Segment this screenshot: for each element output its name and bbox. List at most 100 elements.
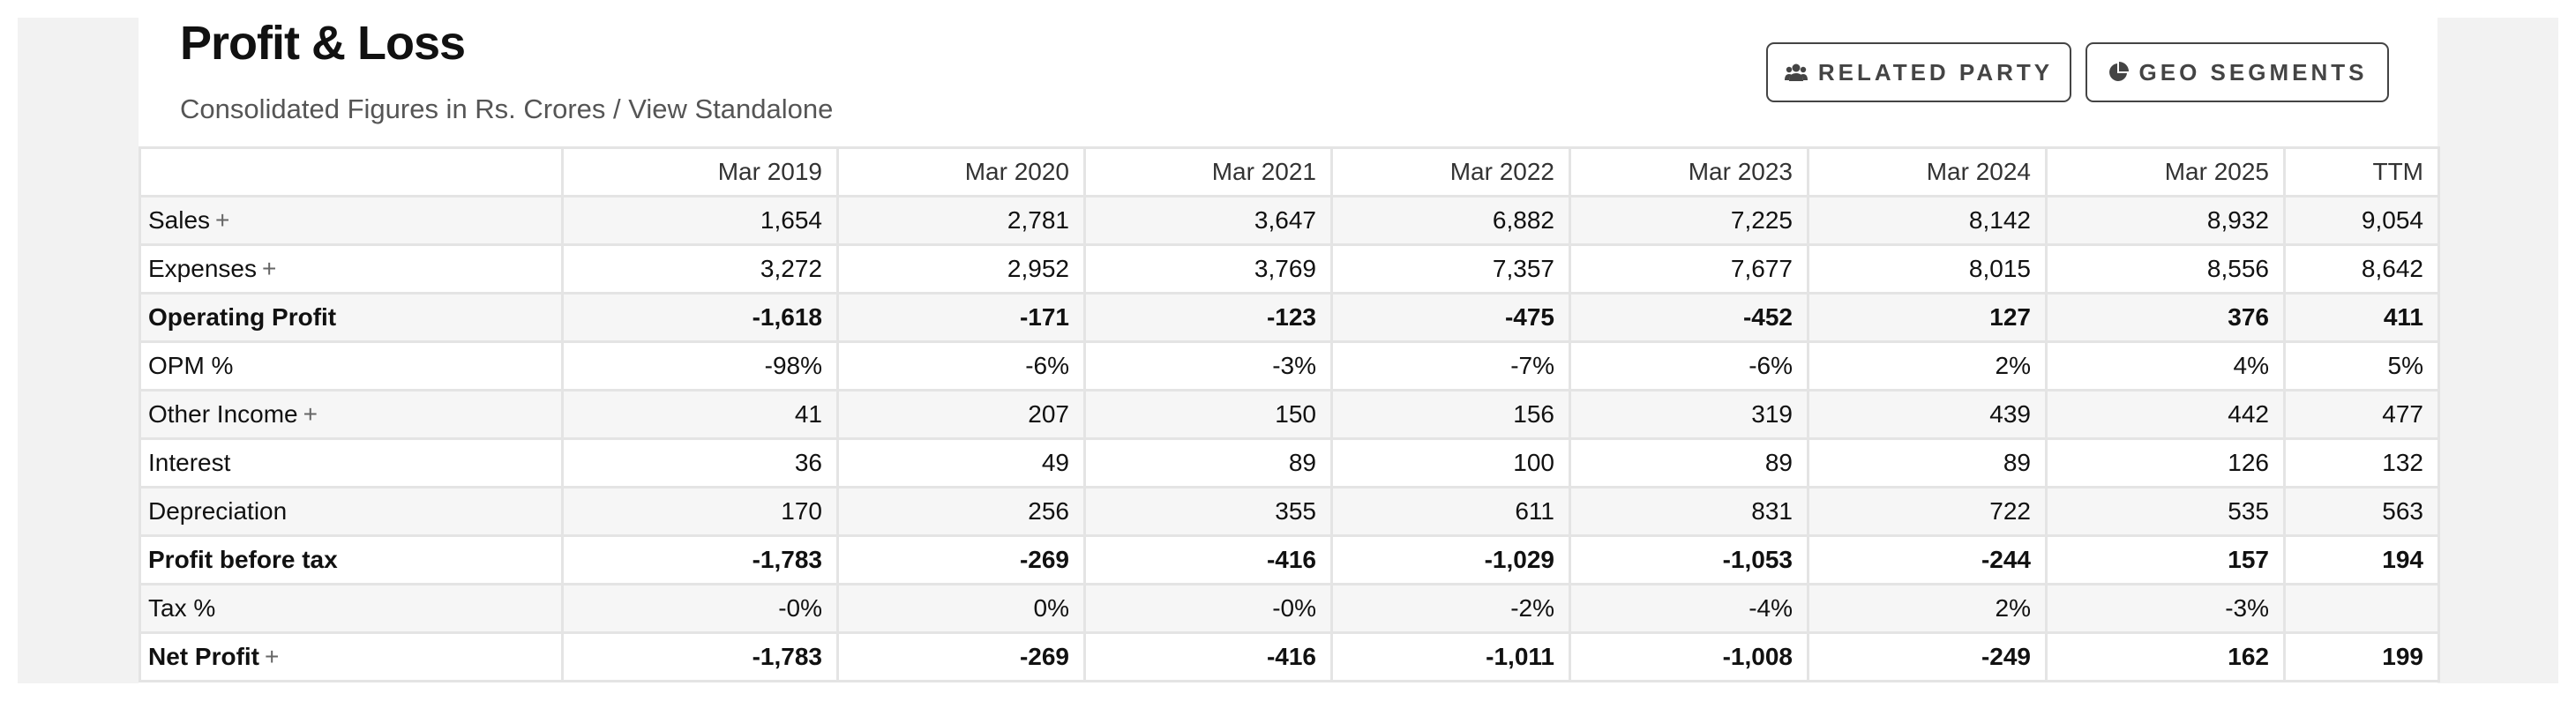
table-row: Tax % -0% 0% -0% -2% -4% 2% -3% [139,583,2440,634]
value-cell: -1,783 [561,534,839,585]
value-cell: 6,882 [1330,195,1571,246]
table-header-row: Mar 2019 Mar 2020 Mar 2021 Mar 2022 Mar … [139,146,2440,198]
value-cell: 611 [1330,486,1571,537]
value-cell: -6% [836,340,1086,392]
value-cell: 127 [1807,292,2048,343]
expand-plus-icon[interactable]: + [303,400,318,428]
value-cell: 2,952 [836,243,1086,295]
pie-chart-icon [2108,62,2129,83]
expand-plus-icon[interactable]: + [261,255,277,282]
value-cell: 7,677 [1569,243,1809,295]
value-cell: 355 [1083,486,1333,537]
value-cell: -452 [1569,292,1809,343]
value-cell: -98% [561,340,839,392]
value-cell: 157 [2045,534,2286,585]
expand-plus-icon[interactable]: + [215,206,230,234]
table-row: OPM % -98% -6% -3% -7% -6% 2% 4% 5% [139,340,2440,392]
value-cell: -416 [1083,534,1333,585]
row-label: Operating Profit [148,303,337,331]
value-cell: -2% [1330,583,1571,634]
related-party-label: RELATED PARTY [1817,58,2054,86]
value-cell: -0% [561,583,839,634]
value-cell: -1,783 [561,631,839,682]
column-header: Mar 2023 [1569,146,1809,198]
row-label: Interest [148,449,231,476]
table-row: Depreciation 170 256 355 611 831 722 535 563 [139,486,2440,537]
value-cell: 89 [1807,437,2048,488]
value-cell: 831 [1569,486,1809,537]
column-header: TTM [2283,146,2440,198]
value-cell: 89 [1569,437,1809,488]
column-header: Mar 2025 [2045,146,2286,198]
value-cell: 2% [1807,583,2048,634]
row-label-cell[interactable]: Net Profit + [139,631,564,682]
subtitle-text: Consolidated Figures in Rs. Crores / [180,93,629,124]
table-row: Interest 36 49 89 100 89 89 126 132 [139,437,2440,488]
row-label-cell: Operating Profit [139,292,564,343]
value-cell: -1,029 [1330,534,1571,585]
value-cell: -244 [1807,534,2048,585]
row-label-cell: Depreciation [139,486,564,537]
row-label: Depreciation [148,497,288,525]
value-cell: -171 [836,292,1086,343]
value-cell: 150 [1083,389,1333,440]
row-label-cell[interactable]: Expenses + [139,243,564,295]
value-cell: -1,008 [1569,631,1809,682]
related-party-button[interactable]: RELATED PARTY [1766,42,2071,102]
value-cell: 442 [2045,389,2286,440]
users-icon [1784,63,1808,81]
geo-segments-button[interactable]: GEO SEGMENTS [2086,42,2389,102]
row-label: OPM % [148,352,234,379]
value-cell: 162 [2045,631,2286,682]
value-cell: 199 [2283,631,2440,682]
value-cell: 376 [2045,292,2286,343]
value-cell: -269 [836,534,1086,585]
profit-loss-table: Mar 2019 Mar 2020 Mar 2021 Mar 2022 Mar … [139,146,2440,682]
row-label: Sales [148,206,211,234]
value-cell: -0% [1083,583,1333,634]
value-cell: 8,142 [1807,195,2048,246]
value-cell: 7,225 [1569,195,1809,246]
value-cell: -1,053 [1569,534,1809,585]
table-row: Expenses +3,272 2,952 3,769 7,357 7,677 8,015 8… [139,243,2440,295]
row-label-cell[interactable]: Sales + [139,195,564,246]
value-cell: 132 [2283,437,2440,488]
value-cell: -475 [1330,292,1571,343]
value-cell: 8,556 [2045,243,2286,295]
value-cell: 3,647 [1083,195,1333,246]
value-cell: 411 [2283,292,2440,343]
value-cell: 3,769 [1083,243,1333,295]
expand-plus-icon[interactable]: + [265,643,280,670]
value-cell: -269 [836,631,1086,682]
table-row: Profit before tax -1,783 -269 -416 -1,029 -1,… [139,534,2440,585]
geo-segments-label: GEO SEGMENTS [2138,58,2368,86]
value-cell: 563 [2283,486,2440,537]
value-cell: 9,054 [2283,195,2440,246]
value-cell: 1,654 [561,195,839,246]
row-label: Expenses [148,255,257,282]
value-cell: 477 [2283,389,2440,440]
column-header: Mar 2021 [1083,146,1333,198]
value-cell: 49 [836,437,1086,488]
table-row: Net Profit + -1,783 -269 -416 -1,011 -1,008 -24… [139,631,2440,682]
row-label: Other Income [148,400,298,428]
value-cell: 41 [561,389,839,440]
view-standalone-link[interactable]: View Standalone [628,93,834,124]
value-cell: -123 [1083,292,1333,343]
value-cell: 156 [1330,389,1571,440]
value-cell: 8,015 [1807,243,2048,295]
row-label-cell: OPM % [139,340,564,392]
value-cell: -1,011 [1330,631,1571,682]
value-cell: 89 [1083,437,1333,488]
value-cell: 194 [2283,534,2440,585]
page-subtitle: Consolidated Figures in Rs. Crores / Vie… [180,92,833,127]
page-title: Profit & Loss [180,17,466,70]
row-label-cell[interactable]: Other Income + [139,389,564,440]
table-row: Operating Profit -1,618 -171 -123 -475 -452 12… [139,292,2440,343]
value-cell: 4% [2045,340,2286,392]
row-label-cell: Profit before tax [139,534,564,585]
column-header: Mar 2019 [561,146,839,198]
value-cell: 2,781 [836,195,1086,246]
value-cell: -4% [1569,583,1809,634]
value-cell: -249 [1807,631,2048,682]
